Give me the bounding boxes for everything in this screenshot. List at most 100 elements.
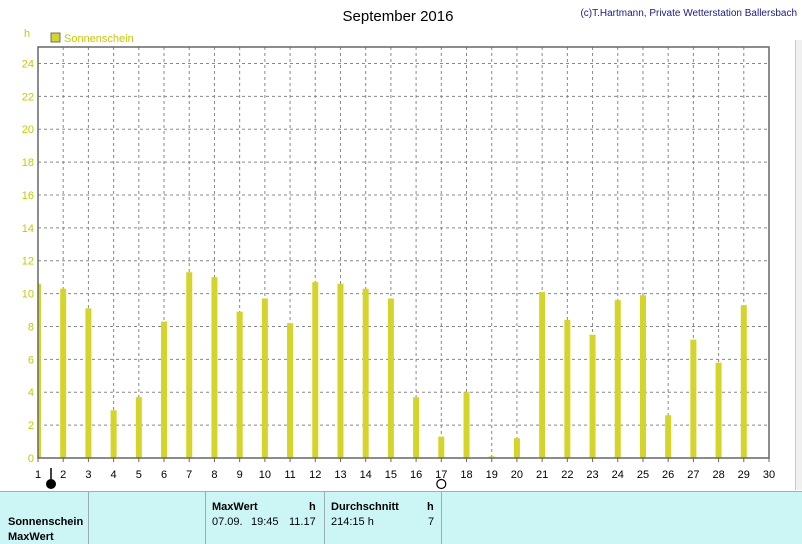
bar xyxy=(85,308,92,458)
moon-markers xyxy=(46,468,447,490)
x-tick-label: 27 xyxy=(687,469,699,481)
x-tick-label: 5 xyxy=(136,469,142,481)
x-tick-label: 25 xyxy=(637,469,649,481)
y-tick-label: 8 xyxy=(28,321,34,333)
bar xyxy=(312,282,319,458)
bars xyxy=(38,272,747,458)
row-label-maxwert: MaxWert xyxy=(8,531,54,543)
bar xyxy=(337,283,344,458)
y-tick-label: 6 xyxy=(28,354,34,366)
x-tick-labels: 1 2 3 4 5 6 7 8 9 10 11 12 13 14 15 16 17 18 19 20 21 22 23 24 2… xyxy=(35,458,775,481)
bar xyxy=(589,334,596,458)
row-label-sonnenschein: Sonnenschein xyxy=(8,516,84,528)
x-tick-label: 10 xyxy=(259,469,271,481)
new-moon-icon xyxy=(46,479,56,489)
avg-value: 214:15 h xyxy=(331,516,374,528)
avg-header: Durchschnitt xyxy=(331,501,399,513)
y-tick-label: 24 xyxy=(22,58,34,70)
bar xyxy=(413,397,420,458)
bar xyxy=(387,298,394,458)
chart-title: September 2016 xyxy=(343,8,454,25)
x-tick-label: 1 xyxy=(35,469,41,481)
avg-count: 7 xyxy=(428,516,435,528)
max-time: 19:45 xyxy=(251,516,279,528)
y-tick-label: 2 xyxy=(28,420,34,432)
y-tick-label: 14 xyxy=(22,223,34,235)
max-date: 07.09. xyxy=(212,516,243,528)
x-tick-label: 13 xyxy=(334,469,346,481)
bar xyxy=(463,392,470,458)
bar xyxy=(539,291,546,458)
x-tick-label: 20 xyxy=(511,469,523,481)
plot-frame xyxy=(37,46,770,459)
copyright-text: (c)T.Hartmann, Private Wetterstation Bal… xyxy=(580,8,797,19)
x-tick-label: 14 xyxy=(360,469,372,481)
y-tick-label: 0 xyxy=(28,453,34,465)
bar xyxy=(287,323,294,458)
sunshine-chart: September 2016 (c)T.Hartmann, Private We… xyxy=(22,8,797,490)
bar xyxy=(110,410,117,458)
x-tick-label: 16 xyxy=(410,469,422,481)
x-tick-label: 7 xyxy=(186,469,192,481)
x-tick-label: 8 xyxy=(211,469,217,481)
x-tick-label: 28 xyxy=(712,469,724,481)
x-tick-label: 18 xyxy=(460,469,472,481)
avg-unit: h xyxy=(427,501,434,513)
max-header: MaxWert xyxy=(212,501,258,513)
x-tick-label: 4 xyxy=(111,469,117,481)
bar xyxy=(135,397,142,458)
bar xyxy=(690,339,697,458)
legend-swatch xyxy=(50,32,61,43)
y-tick-label: 22 xyxy=(22,91,34,103)
vertical-scrollbar[interactable] xyxy=(795,40,802,490)
bar xyxy=(236,311,243,458)
y-tick-label: 16 xyxy=(22,190,34,202)
x-tick-label: 12 xyxy=(309,469,321,481)
bar xyxy=(665,415,672,458)
bar xyxy=(362,288,369,458)
x-tick-label: 15 xyxy=(385,469,397,481)
y-tick-label: 4 xyxy=(28,387,34,399)
bar xyxy=(161,321,168,458)
x-tick-label: 30 xyxy=(763,469,775,481)
bar xyxy=(38,283,41,458)
bar xyxy=(60,288,67,458)
x-tick-label: 11 xyxy=(284,469,295,481)
bar xyxy=(513,438,520,458)
max-value: 11.17 xyxy=(289,516,316,528)
y-tick-label: 10 xyxy=(22,289,34,301)
y-axis-unit: h xyxy=(24,28,30,40)
y-tick-label: 20 xyxy=(22,124,34,136)
table-divider xyxy=(205,492,206,544)
table-divider xyxy=(441,492,442,544)
x-tick-label: 9 xyxy=(237,469,243,481)
bar xyxy=(715,362,722,458)
table-divider xyxy=(88,492,89,544)
x-tick-label: 24 xyxy=(612,469,624,481)
x-tick-label: 21 xyxy=(536,469,548,481)
bar xyxy=(639,295,646,458)
x-tick-label: 2 xyxy=(60,469,66,481)
x-tick-label: 3 xyxy=(85,469,91,481)
bar xyxy=(740,305,747,458)
bar xyxy=(211,277,218,458)
x-tick-label: 19 xyxy=(486,469,498,481)
y-tick-label: 18 xyxy=(22,157,34,169)
x-tick-label: 6 xyxy=(161,469,167,481)
stats-table: Sonnenschein MaxWert MaxWert h 07.09. 19… xyxy=(0,491,802,544)
table-divider xyxy=(324,492,325,544)
bar xyxy=(186,272,193,458)
x-tick-label: 23 xyxy=(586,469,598,481)
bar xyxy=(564,319,571,458)
y-tick-label: 12 xyxy=(22,256,34,268)
bar xyxy=(261,298,268,458)
x-tick-label: 26 xyxy=(662,469,674,481)
x-tick-label: 22 xyxy=(561,469,573,481)
x-tick-label: 17 xyxy=(435,469,447,481)
bar xyxy=(438,436,445,458)
legend-label: Sonnenschein xyxy=(64,33,134,45)
max-unit: h xyxy=(309,501,316,513)
full-moon-icon xyxy=(436,478,447,490)
bar xyxy=(614,300,621,458)
